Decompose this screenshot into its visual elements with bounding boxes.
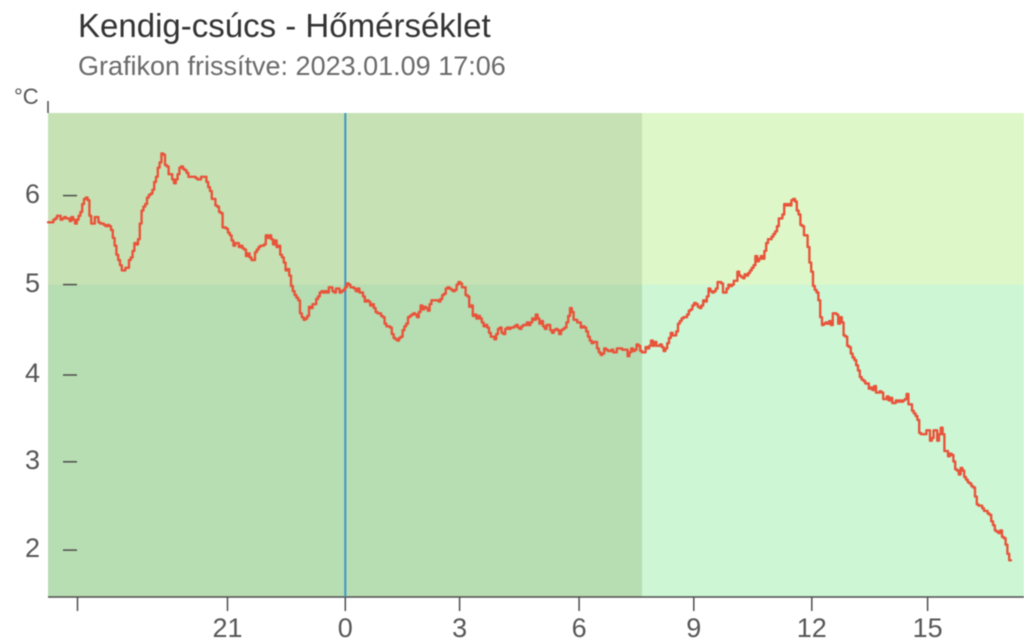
svg-text:12: 12	[797, 613, 827, 643]
svg-text:2: 2	[25, 533, 40, 563]
svg-text:0: 0	[338, 613, 353, 643]
svg-text:21: 21	[212, 613, 242, 643]
svg-text:4: 4	[25, 358, 40, 388]
svg-text:3: 3	[452, 613, 467, 643]
svg-text:6: 6	[25, 179, 40, 209]
svg-text:15: 15	[913, 613, 943, 643]
svg-text:6: 6	[572, 613, 587, 643]
svg-text:3: 3	[25, 445, 40, 475]
svg-text:9: 9	[686, 613, 701, 643]
svg-text:5: 5	[25, 268, 40, 298]
